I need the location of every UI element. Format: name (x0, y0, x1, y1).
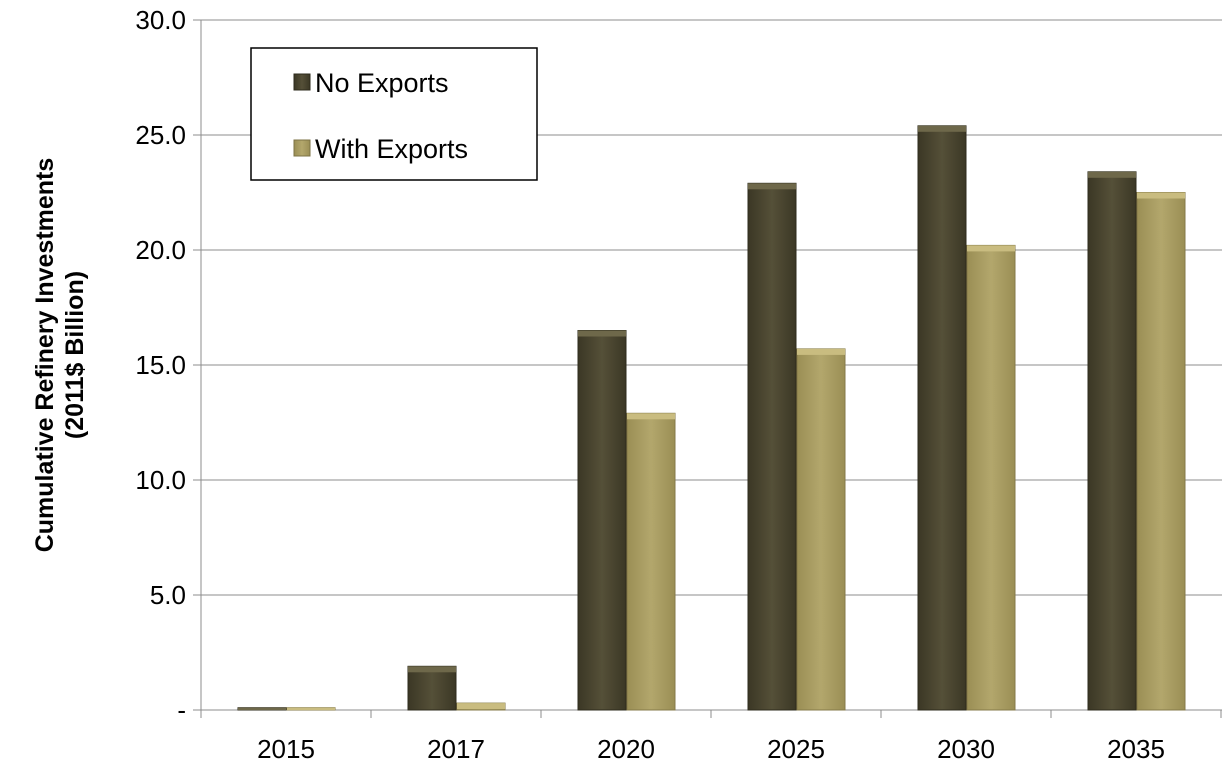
bar-body (407, 665, 457, 711)
y-tick-label: 10.0 (135, 465, 186, 495)
y-axis-title-line2: (2011$ Billion) (61, 271, 89, 439)
bar-body (747, 182, 797, 711)
bar-no-exports-2025 (747, 182, 797, 711)
x-tick-label: 2017 (427, 734, 485, 764)
bar-top-face (748, 183, 796, 190)
bar-top-face (238, 707, 286, 710)
bar-body (966, 244, 1016, 711)
bar-body (577, 330, 627, 711)
bar-top-face (967, 245, 1015, 252)
y-axis-tick-labels: - 5.0 10.0 15.0 20.0 25.0 30.0 (135, 5, 186, 725)
bar-top-face (797, 348, 845, 355)
bar-top-face (627, 413, 675, 420)
x-axis-tick-labels: 2015 2017 2020 2025 2030 2035 (257, 734, 1165, 764)
y-tick-label: 15.0 (135, 350, 186, 380)
x-tick-label: 2025 (767, 734, 825, 764)
bar-with-exports-2035 (1136, 192, 1186, 711)
legend-swatch-with-exports (293, 139, 311, 157)
legend-swatch-no-exports (293, 73, 311, 91)
bar-body (626, 412, 676, 711)
bar-body (1087, 171, 1137, 711)
bar-with-exports-2017 (456, 702, 506, 711)
bar-no-exports-2015 (237, 707, 287, 711)
legend-label-with-exports: With Exports (315, 134, 468, 164)
legend-label-no-exports: No Exports (315, 68, 449, 98)
y-tick-label: 25.0 (135, 120, 186, 150)
bar-with-exports-2030 (966, 244, 1016, 711)
x-tick-label: 2020 (597, 734, 655, 764)
bar-body (1136, 192, 1186, 711)
y-tick-label: 30.0 (135, 5, 186, 35)
x-tick-label: 2015 (257, 734, 315, 764)
bar-with-exports-2025 (796, 348, 846, 711)
bar-top-face (918, 125, 966, 132)
y-tick-label: 5.0 (150, 580, 186, 610)
bar-top-face (408, 666, 456, 673)
axes (193, 19, 1222, 718)
bar-top-face (578, 330, 626, 337)
bar-top-face (1137, 192, 1185, 199)
bar-top-face (1088, 171, 1136, 178)
bar-body (917, 125, 967, 711)
legend-box (250, 47, 538, 181)
bar-no-exports-2030 (917, 125, 967, 711)
legend: No Exports With Exports (250, 47, 538, 181)
x-tick-label: 2035 (1107, 734, 1165, 764)
bar-body (796, 348, 846, 711)
y-axis-title: Cumulative Refinery Investments (2011$ B… (31, 158, 89, 553)
bar-with-exports-2015 (286, 707, 336, 711)
bar-with-exports-2020 (626, 412, 676, 711)
bars (237, 125, 1186, 711)
bar-no-exports-2020 (577, 330, 627, 711)
x-tick-label: 2030 (937, 734, 995, 764)
y-tick-label: - (177, 695, 186, 725)
bar-no-exports-2017 (407, 665, 457, 711)
y-axis-title-line1: Cumulative Refinery Investments (31, 158, 59, 553)
bar-top-face (287, 707, 335, 710)
y-tick-label: 20.0 (135, 235, 186, 265)
bar-top-face (457, 703, 505, 710)
bar-no-exports-2035 (1087, 171, 1137, 711)
